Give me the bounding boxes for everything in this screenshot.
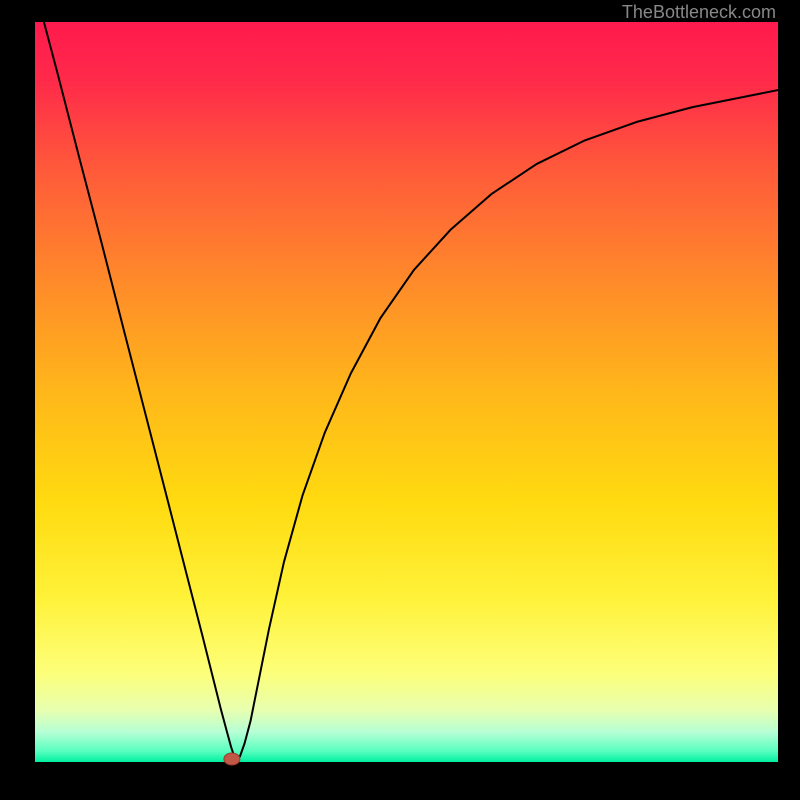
watermark-label: TheBottleneck.com (622, 2, 776, 23)
minimum-marker (224, 753, 240, 765)
plot-svg (35, 22, 778, 762)
chart-container: TheBottleneck.com (0, 0, 800, 800)
gradient-background (35, 22, 778, 762)
plot-area (35, 22, 778, 762)
